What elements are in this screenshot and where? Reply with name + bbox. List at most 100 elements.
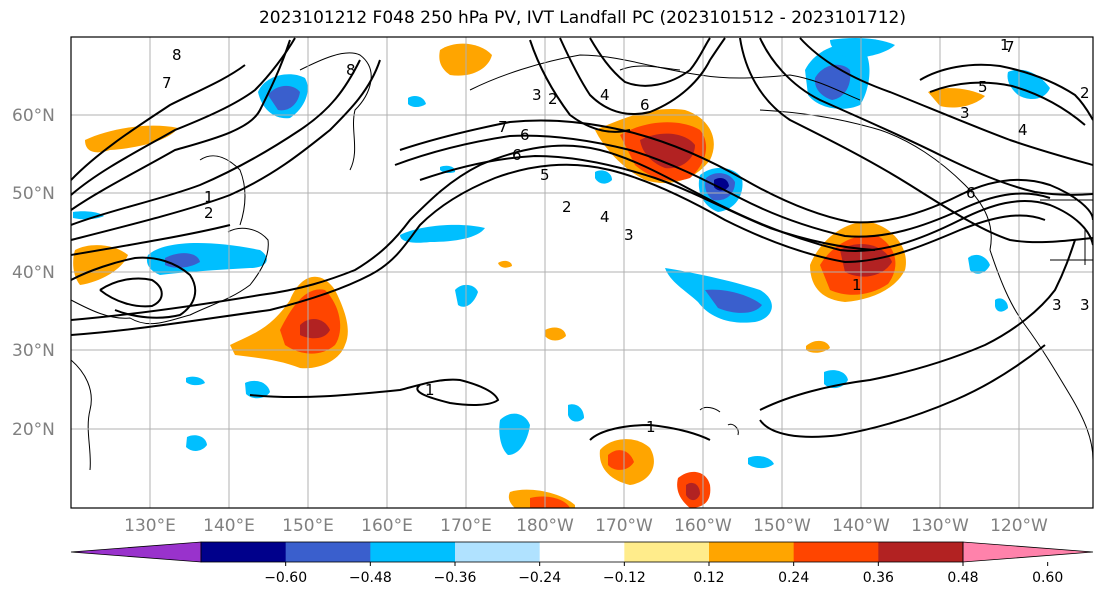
lon-label: 140°E [203,516,255,536]
contour-label: 2 [562,198,572,216]
lon-label: 150°W [753,516,811,536]
contour-label: 7 [498,118,508,136]
lat-label: 20°N [12,420,55,440]
contour-label: 4 [600,208,610,226]
contour-label: 1 [1000,36,1010,54]
colorbar-tick-label: 0.24 [778,570,809,586]
colorbar-tick-label: −0.12 [603,570,646,586]
pv-anomaly-positive [73,245,128,285]
pv-anomaly-negative [400,224,485,243]
contour-label: 4 [600,86,610,104]
pv-anomaly-negative [968,254,990,274]
contour-label: 3 [532,86,542,104]
lon-label: 130°W [911,516,969,536]
contour-label: 7 [1005,38,1015,56]
pv-anomaly-negative [705,289,762,313]
colorbar-segment [624,542,710,562]
pv-shading [73,37,1050,508]
pv-anomaly-negative [814,64,851,100]
colorbar-tick-label: −0.48 [349,570,392,586]
pv-anomaly-positive [640,133,695,169]
pv-anomaly-positive [686,482,700,501]
pv-anomaly-negative [748,456,774,469]
contour-label: 6 [640,96,650,114]
pv-anomaly-positive [498,260,512,268]
lat-label: 60°N [12,106,55,126]
contour-label: 7 [162,74,172,92]
contour-label: 3 [960,104,970,122]
latitude-labels: 20°N 30°N 40°N 50°N 60°N [12,106,55,440]
colorbar-segment [455,542,541,562]
contour-labels: 8 7 1 2 8 3 2 4 6 7 6 6 5 2 4 3 1 1 1 1 … [162,36,1090,436]
graticule [71,37,1093,508]
pv-anomaly-positive [928,88,985,108]
lon-label: 170°E [440,516,492,536]
lat-label: 50°N [12,184,55,204]
longitude-labels: 130°E 140°E 150°E 160°E 170°E 180°W 170°… [124,516,1048,536]
contour-label: 1 [425,381,435,399]
lon-label: 160°W [674,516,732,536]
colorbar-tick-label: 0.48 [947,570,978,586]
colorbar-tick-label: −0.36 [434,570,477,586]
contour-label: 6 [512,146,522,164]
colorbar-segment [878,542,964,562]
colorbar-tick-label: 0.60 [1032,570,1063,586]
contour-label: 5 [540,166,550,184]
pv-anomaly-negative [499,413,530,455]
pv-anomaly-negative [568,404,584,422]
pv-anomaly-negative [595,170,612,184]
contour-label: 3 [1052,296,1062,314]
contour-label: 1 [646,418,656,436]
pv-anomaly-negative [186,376,205,386]
contour-label: 8 [172,46,182,64]
colorbar-tick-label: 0.12 [693,570,724,586]
colorbar-segment [201,542,287,562]
contour-label: 5 [978,78,988,96]
colorbar-segment [370,542,456,562]
colorbar: −0.60 −0.48 −0.36 −0.24 −0.12 0.12 0.24 0.36 0.4… [70,541,1094,586]
pv-anomaly-positive [545,327,566,341]
colorbar-tick-label: −0.60 [264,570,307,586]
contour-label: 1 [852,276,862,294]
contour-label: 2 [1080,84,1090,102]
contour-label: 8 [346,61,356,79]
colorbar-segment [709,542,795,562]
page-title: 2023101212 F048 250 hPa PV, IVT Landfall… [258,8,906,28]
pv-anomaly-negative [268,85,300,111]
colorbar-segment [793,542,879,562]
pv-contours [71,37,1093,441]
contour-label: 3 [1080,296,1090,314]
lon-label: 120°W [990,516,1048,536]
contour-label: 4 [1018,121,1028,139]
pv-anomaly-negative [245,380,270,399]
colorbar-tick-label: 0.36 [863,570,894,586]
pv-anomaly-negative [995,298,1008,312]
colorbar-segment [285,542,371,562]
pv-anomaly-negative [830,37,895,58]
pv-anomaly-positive [530,496,570,508]
lat-label: 30°N [12,341,55,361]
lat-label: 40°N [12,263,55,283]
colorbar-extend-high [962,541,1094,563]
lon-label: 180°W [516,516,574,536]
lon-label: 160°E [361,516,413,536]
pv-anomaly-negative [408,96,426,107]
colorbar-outline [200,541,964,563]
lon-label: 140°W [832,516,890,536]
colorbar-tick-label: −0.24 [518,570,561,586]
contour-label: 2 [204,204,214,222]
contour-label: 6 [520,126,530,144]
map-frame [70,36,1094,509]
lon-label: 130°E [124,516,176,536]
pv-anomaly-negative [1007,69,1050,100]
pv-anomaly-positive [608,450,634,470]
colorbar-extend-low [70,541,202,563]
lon-label: 150°E [282,516,334,536]
pv-anomaly-positive [85,125,178,153]
contour-label: 1 [204,188,214,206]
contour-label: 3 [624,226,634,244]
colorbar-segment [539,542,625,562]
pv-anomaly-negative [186,435,207,451]
contour-label: 6 [966,184,976,202]
